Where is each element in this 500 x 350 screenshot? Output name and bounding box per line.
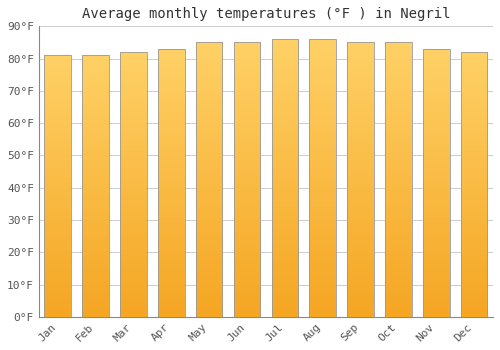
Bar bbox=[82, 55, 109, 317]
Bar bbox=[120, 52, 146, 317]
Bar bbox=[44, 55, 71, 317]
Bar bbox=[423, 49, 450, 317]
Title: Average monthly temperatures (°F ) in Negril: Average monthly temperatures (°F ) in Ne… bbox=[82, 7, 450, 21]
Bar bbox=[310, 39, 336, 317]
Bar bbox=[348, 42, 374, 317]
Bar bbox=[461, 52, 487, 317]
Bar bbox=[385, 42, 411, 317]
Bar bbox=[158, 49, 184, 317]
Bar bbox=[196, 42, 222, 317]
Bar bbox=[234, 42, 260, 317]
Bar bbox=[272, 39, 298, 317]
